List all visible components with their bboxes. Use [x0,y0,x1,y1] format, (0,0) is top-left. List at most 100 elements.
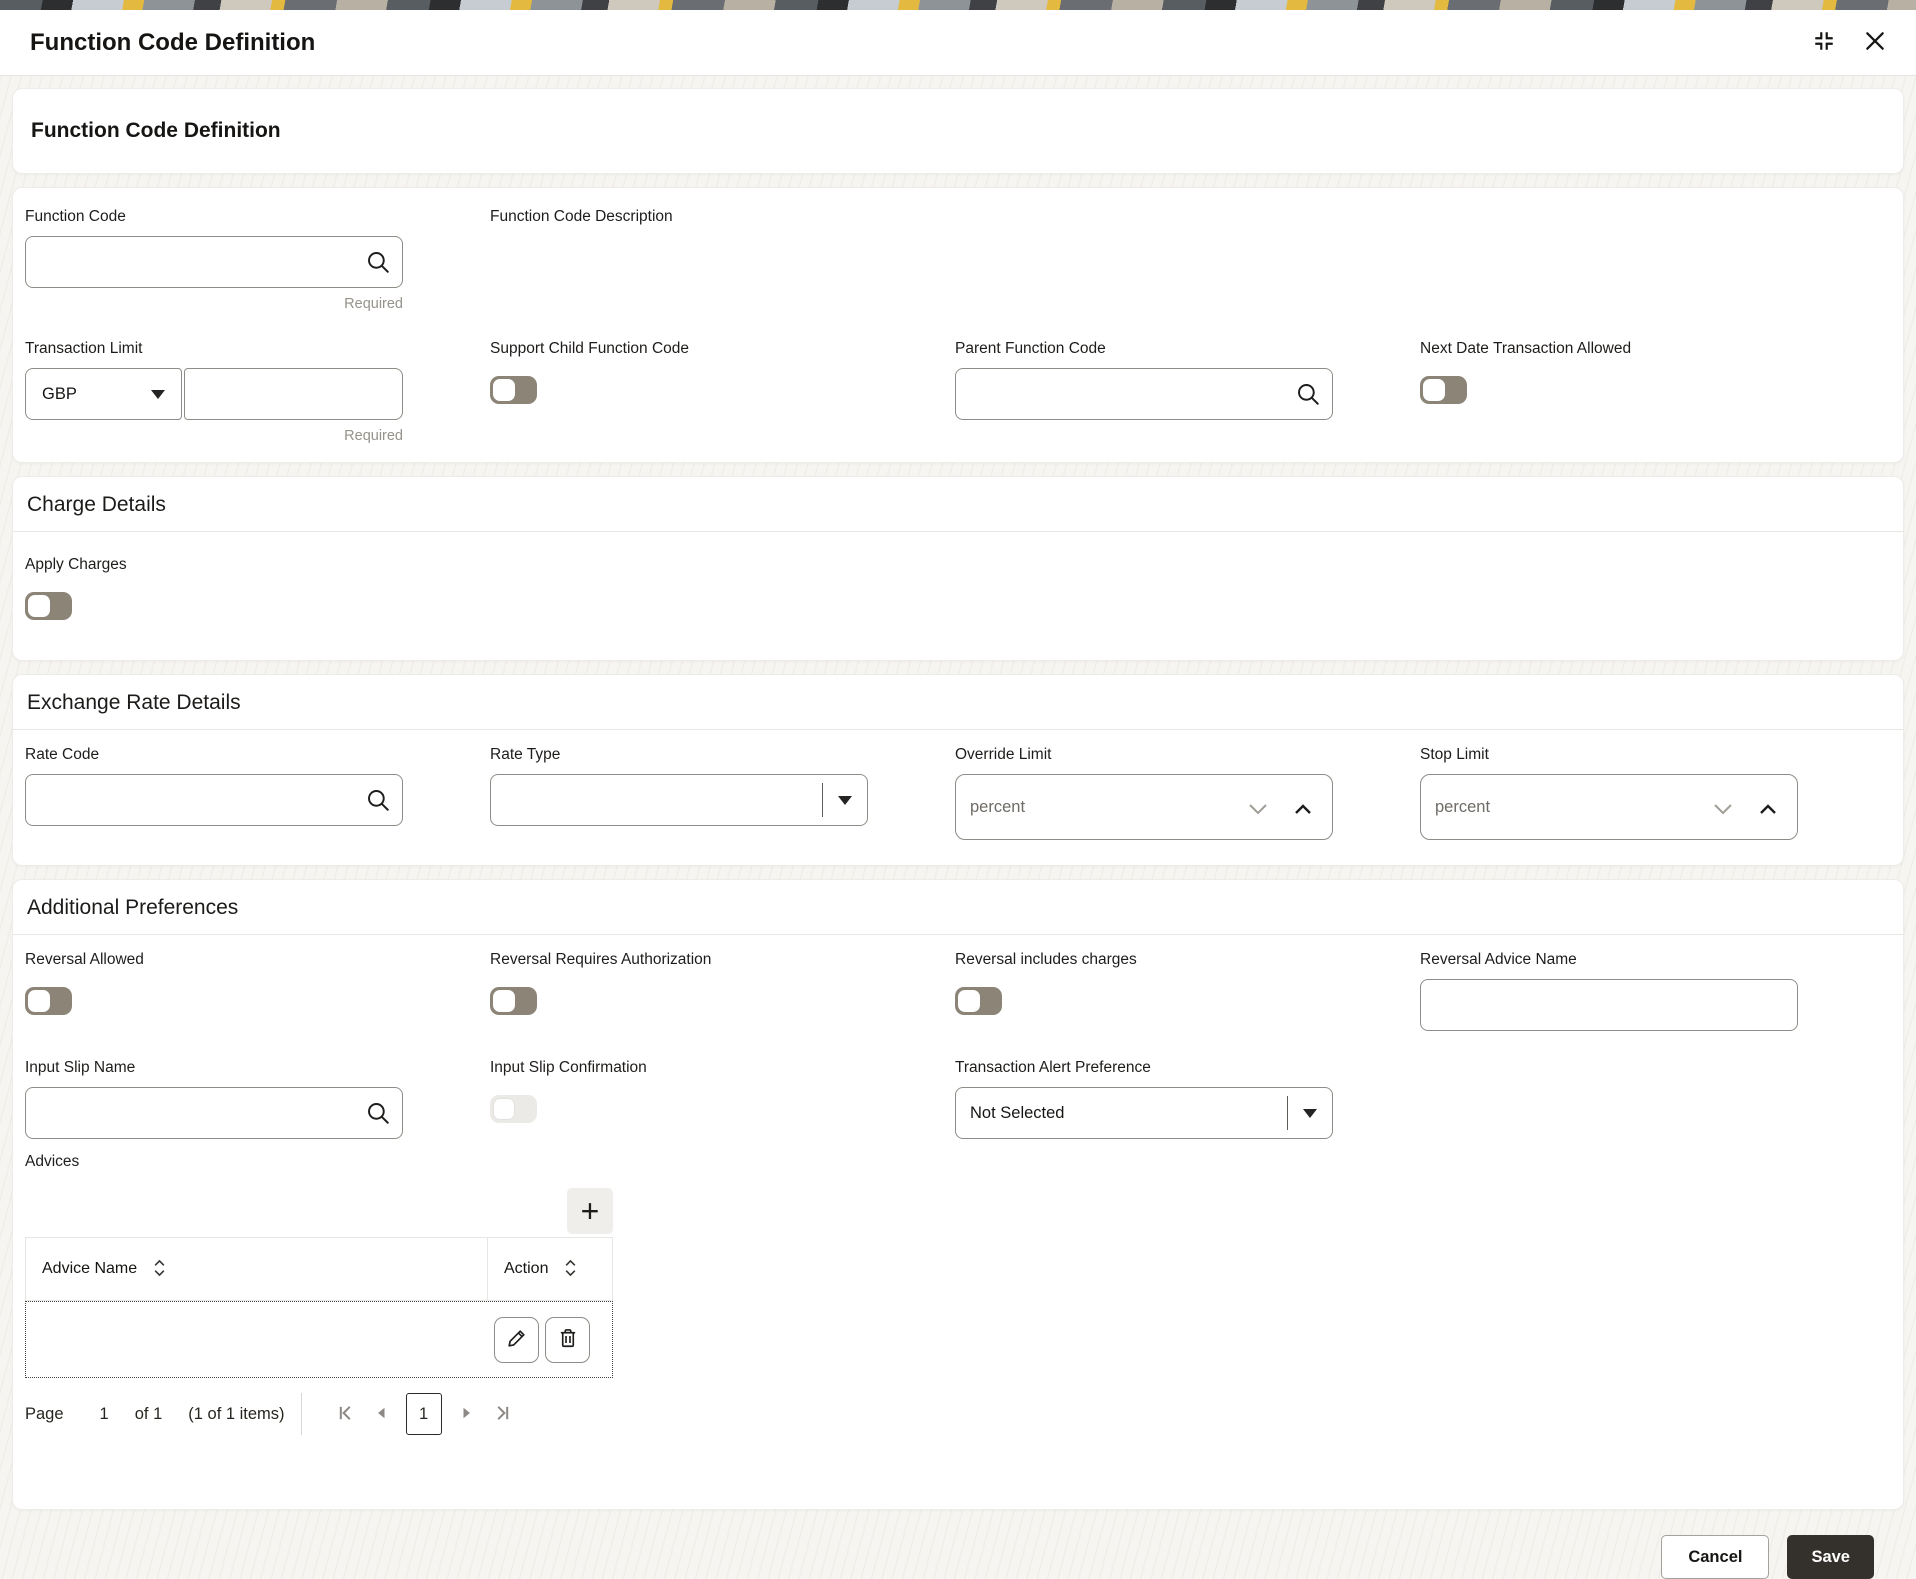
advice-table-row[interactable] [25,1301,613,1378]
rate-code-field: Rate Code [25,740,403,840]
cancel-button[interactable]: Cancel [1661,1535,1770,1579]
function-code-input[interactable] [25,236,403,288]
decorative-banner [0,0,1916,10]
window-title: Function Code Definition [30,28,316,56]
divider [300,1393,302,1435]
stop-limit-placeholder: percent [1435,797,1491,816]
form-title: Function Code Definition [31,119,281,142]
currency-value: GBP [42,384,77,403]
page-of-label: of 1 [134,1404,163,1423]
support-child-toggle[interactable] [490,376,537,404]
transaction-limit-input[interactable] [184,368,403,420]
currency-select[interactable]: GBP [25,368,182,420]
restore-window-button[interactable] [1812,29,1836,56]
reversal-requires-authorization-label: Reversal Requires Authorization [490,951,712,968]
close-window-button[interactable] [1864,30,1886,55]
chevron-down-icon[interactable] [1713,801,1733,820]
reversal-includes-charges-toggle[interactable] [955,987,1002,1015]
page-label: Page [25,1404,64,1423]
transaction-alert-preference-field: Transaction Alert Preference Not Selecte… [955,1053,1333,1139]
input-slip-name-input[interactable] [25,1087,403,1139]
rate-type-label: Rate Type [490,746,561,763]
stop-limit-field: Stop Limit percent [1420,740,1798,840]
caret-down-icon [1303,1109,1317,1118]
reversal-includes-charges-field: Reversal includes charges [955,945,1333,1031]
reversal-requires-authorization-toggle[interactable] [490,987,537,1015]
items-count-label: (1 of 1 items) [188,1404,285,1423]
toggle-knob [493,379,515,401]
reversal-allowed-field: Reversal Allowed [25,945,403,1031]
function-code-field: Function Code Required [25,202,403,312]
first-page-button[interactable] [330,1397,364,1431]
chevron-up-icon[interactable] [1294,801,1312,820]
last-page-button[interactable] [484,1397,518,1431]
sort-action-button[interactable] [564,1258,577,1281]
reversal-advice-name-label: Reversal Advice Name [1420,951,1577,968]
transaction-limit-required-hint: Required [344,428,403,444]
reversal-allowed-toggle[interactable] [25,987,72,1015]
next-date-label: Next Date Transaction Allowed [1420,340,1632,357]
delete-advice-button[interactable] [545,1316,590,1363]
parent-function-code-input[interactable] [955,368,1333,420]
override-limit-stepper[interactable]: percent [955,774,1333,840]
add-advice-button[interactable]: + [567,1188,613,1234]
input-slip-name-field: Input Slip Name [25,1053,403,1139]
function-code-description-label: Function Code Description [490,208,673,225]
rate-code-label: Rate Code [25,746,100,763]
function-code-required-hint: Required [344,296,403,312]
input-slip-confirmation-toggle [490,1095,537,1123]
divider [13,729,1903,730]
next-date-field: Next Date Transaction Allowed [1420,334,1798,444]
transaction-alert-preference-select[interactable]: Not Selected [955,1087,1333,1139]
reversal-includes-charges-label: Reversal includes charges [955,951,1137,968]
next-page-icon [461,1406,473,1423]
form-title-card: Function Code Definition [12,88,1904,174]
stop-limit-label: Stop Limit [1420,746,1489,763]
edit-advice-button[interactable] [494,1316,539,1363]
transaction-limit-label: Transaction Limit [25,340,143,357]
chevron-up-icon[interactable] [1759,801,1777,820]
toggle-knob [28,595,50,617]
support-child-field: Support Child Function Code [490,334,868,444]
divider [822,783,823,817]
input-slip-confirmation-field: Input Slip Confirmation [490,1053,868,1139]
previous-page-icon [375,1406,387,1423]
first-page-icon [338,1404,356,1425]
stop-limit-stepper[interactable]: percent [1420,774,1798,840]
caret-down-icon [838,796,852,805]
divider [13,934,1903,935]
exchange-rate-card: Exchange Rate Details Rate Code Rate Typ… [12,674,1904,866]
apply-charges-toggle[interactable] [25,592,72,620]
divider [1287,1096,1288,1130]
sort-advice-name-button[interactable] [153,1258,166,1281]
current-page-box[interactable]: 1 [405,1393,442,1435]
transaction-alert-preference-value: Not Selected [970,1103,1065,1122]
caret-down-icon [151,389,165,399]
toggle-knob [493,1098,515,1120]
input-slip-confirmation-label: Input Slip Confirmation [490,1059,647,1076]
save-button[interactable]: Save [1787,1535,1874,1579]
reversal-allowed-label: Reversal Allowed [25,951,144,968]
support-child-label: Support Child Function Code [490,340,690,357]
window-controls [1812,29,1886,56]
next-date-toggle[interactable] [1420,376,1467,404]
rate-type-select[interactable] [490,774,868,826]
previous-page-button[interactable] [364,1397,398,1431]
additional-preferences-title: Additional Preferences [27,896,239,919]
advice-name-column-header: Advice Name [26,1238,488,1300]
parent-function-code-label: Parent Function Code [955,340,1106,357]
transaction-limit-field: Transaction Limit GBP Required [25,334,403,444]
advices-section: Advices + Advice Name Action [25,1153,613,1436]
override-limit-placeholder: percent [970,797,1026,816]
trash-icon [557,1327,579,1352]
chevron-down-icon[interactable] [1248,801,1268,820]
action-column-label: Action [504,1260,549,1277]
rate-code-input[interactable] [25,774,403,826]
override-limit-label: Override Limit [955,746,1052,763]
pencil-icon [506,1327,528,1352]
apply-charges-label: Apply Charges [25,556,127,573]
page-number: 1 [99,1404,109,1423]
reversal-advice-name-input[interactable] [1420,979,1798,1031]
advices-pagination: Page 1 of 1 (1 of 1 items) 1 [25,1392,613,1436]
next-page-button[interactable] [450,1397,484,1431]
